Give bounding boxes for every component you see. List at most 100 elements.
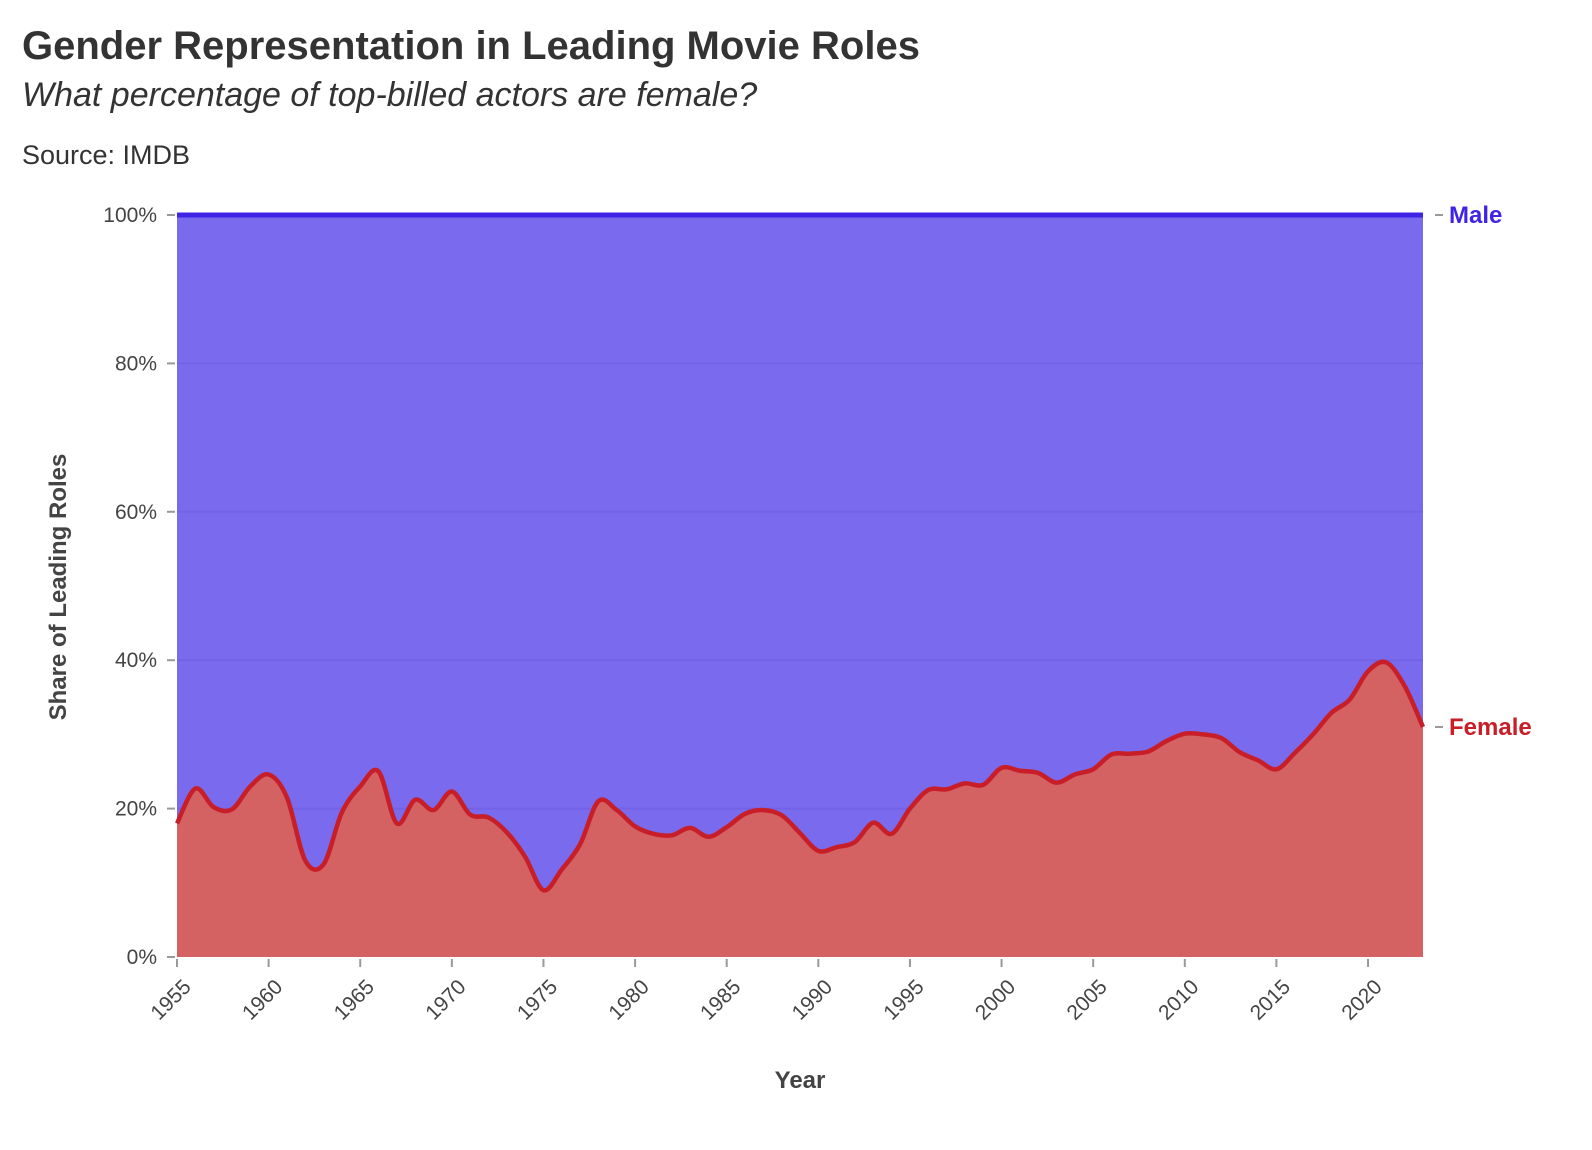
- female-data-point: [174, 820, 180, 826]
- female-data-point: [870, 820, 876, 826]
- female-data-point: [1402, 683, 1408, 689]
- female-data-point: [1292, 750, 1298, 756]
- y-tick-label: 0%: [127, 946, 157, 969]
- female-data-point: [1255, 757, 1261, 763]
- x-tick-label: 1975: [513, 975, 562, 1024]
- female-data-point: [1420, 724, 1426, 730]
- female-data-point: [229, 806, 235, 812]
- x-tick-label: 2005: [1063, 975, 1112, 1024]
- female-area-group: [174, 659, 1426, 957]
- female-data-point: [705, 834, 711, 840]
- y-axis: 0% 20% 40% 60% 80% 100%: [103, 204, 175, 969]
- x-tick-label: 1995: [879, 975, 928, 1024]
- female-data-point: [669, 832, 675, 838]
- female-data-point: [1328, 710, 1334, 716]
- female-data-point: [321, 861, 327, 867]
- female-data-point: [980, 782, 986, 788]
- female-data-point: [797, 830, 803, 836]
- female-data-point: [192, 786, 198, 792]
- female-data-point: [1054, 780, 1060, 786]
- series-labels: Male Female: [1435, 202, 1532, 741]
- female-data-point: [999, 765, 1005, 771]
- female-data-point: [1273, 766, 1279, 772]
- female-data-point: [1237, 749, 1243, 755]
- female-data-point: [339, 809, 345, 815]
- female-data-point: [852, 839, 858, 845]
- female-data-point: [925, 787, 931, 793]
- female-data-point: [1200, 731, 1206, 737]
- female-data-point: [431, 807, 437, 813]
- female-data-point: [266, 771, 272, 777]
- female-data-point: [504, 829, 510, 835]
- female-data-point: [1035, 770, 1041, 776]
- female-series-label: Female: [1449, 714, 1532, 741]
- y-tick-label: 60%: [115, 501, 157, 524]
- female-data-point: [1347, 697, 1353, 703]
- female-data-point: [577, 841, 583, 847]
- x-tick-label: 1955: [146, 975, 195, 1024]
- female-data-point: [907, 806, 913, 812]
- female-data-point: [1163, 738, 1169, 744]
- x-tick-label: 2020: [1337, 975, 1386, 1024]
- female-data-point: [302, 858, 308, 864]
- female-data-point: [486, 815, 492, 821]
- chart-subtitle: What percentage of top-billed actors are…: [22, 76, 758, 114]
- x-tick-label: 2015: [1246, 975, 1295, 1024]
- female-data-point: [724, 824, 730, 830]
- x-axis-title: Year: [775, 1067, 826, 1094]
- x-tick-label: 1965: [330, 975, 379, 1024]
- female-data-point: [1145, 748, 1151, 754]
- female-data-point: [650, 831, 656, 837]
- female-data-point: [211, 804, 217, 810]
- female-data-point: [1182, 731, 1188, 737]
- female-data-point: [889, 831, 895, 837]
- x-tick-label: 2000: [971, 975, 1020, 1024]
- x-tick-label: 2010: [1154, 975, 1203, 1024]
- x-tick-label: 1990: [788, 975, 837, 1024]
- female-data-point: [540, 887, 546, 893]
- female-data-point: [467, 812, 473, 818]
- y-tick-label: 100%: [103, 204, 157, 227]
- female-data-point: [1218, 735, 1224, 741]
- female-area: [177, 661, 1423, 957]
- y-tick-label: 20%: [115, 798, 157, 821]
- female-data-point: [522, 854, 528, 860]
- x-tick-label: 1980: [604, 975, 653, 1024]
- female-data-point: [357, 783, 363, 789]
- x-tick-label: 1970: [421, 975, 470, 1024]
- female-data-point: [632, 823, 638, 829]
- female-data-point: [1090, 766, 1096, 772]
- female-data-point: [1072, 771, 1078, 777]
- female-data-point: [687, 825, 693, 831]
- female-data-point: [1365, 668, 1371, 674]
- y-tick-label: 40%: [115, 649, 157, 672]
- female-data-point: [559, 866, 565, 872]
- y-tick-label: 80%: [115, 352, 157, 375]
- female-data-point: [834, 844, 840, 850]
- chart-title: Gender Representation in Leading Movie R…: [22, 24, 920, 68]
- female-data-point: [760, 807, 766, 813]
- female-data-point: [1310, 731, 1316, 737]
- female-data-point: [815, 848, 821, 854]
- chart-source-caption: Source: IMDB: [22, 140, 191, 170]
- female-data-point: [284, 794, 290, 800]
- female-data-point: [944, 786, 950, 792]
- female-data-point: [962, 780, 968, 786]
- female-data-point: [1127, 751, 1133, 757]
- female-data-point: [779, 812, 785, 818]
- female-data-point: [1109, 751, 1115, 757]
- x-axis: 1955 1960 1965 1970 1975 1980 1985 1990 1995 2000…: [146, 959, 1387, 1025]
- female-data-point: [247, 783, 253, 789]
- female-data-point: [742, 811, 748, 817]
- x-tick-label: 1985: [696, 975, 745, 1024]
- male-series-label: Male: [1449, 202, 1502, 229]
- female-data-point: [376, 769, 382, 775]
- female-data-point: [595, 798, 601, 804]
- x-tick-label: 1960: [238, 975, 287, 1024]
- female-data-point: [394, 820, 400, 826]
- female-series-line: [174, 659, 1426, 893]
- female-data-point: [412, 797, 418, 803]
- female-data-point: [614, 807, 620, 813]
- y-axis-title: Share of Leading Roles: [45, 454, 72, 721]
